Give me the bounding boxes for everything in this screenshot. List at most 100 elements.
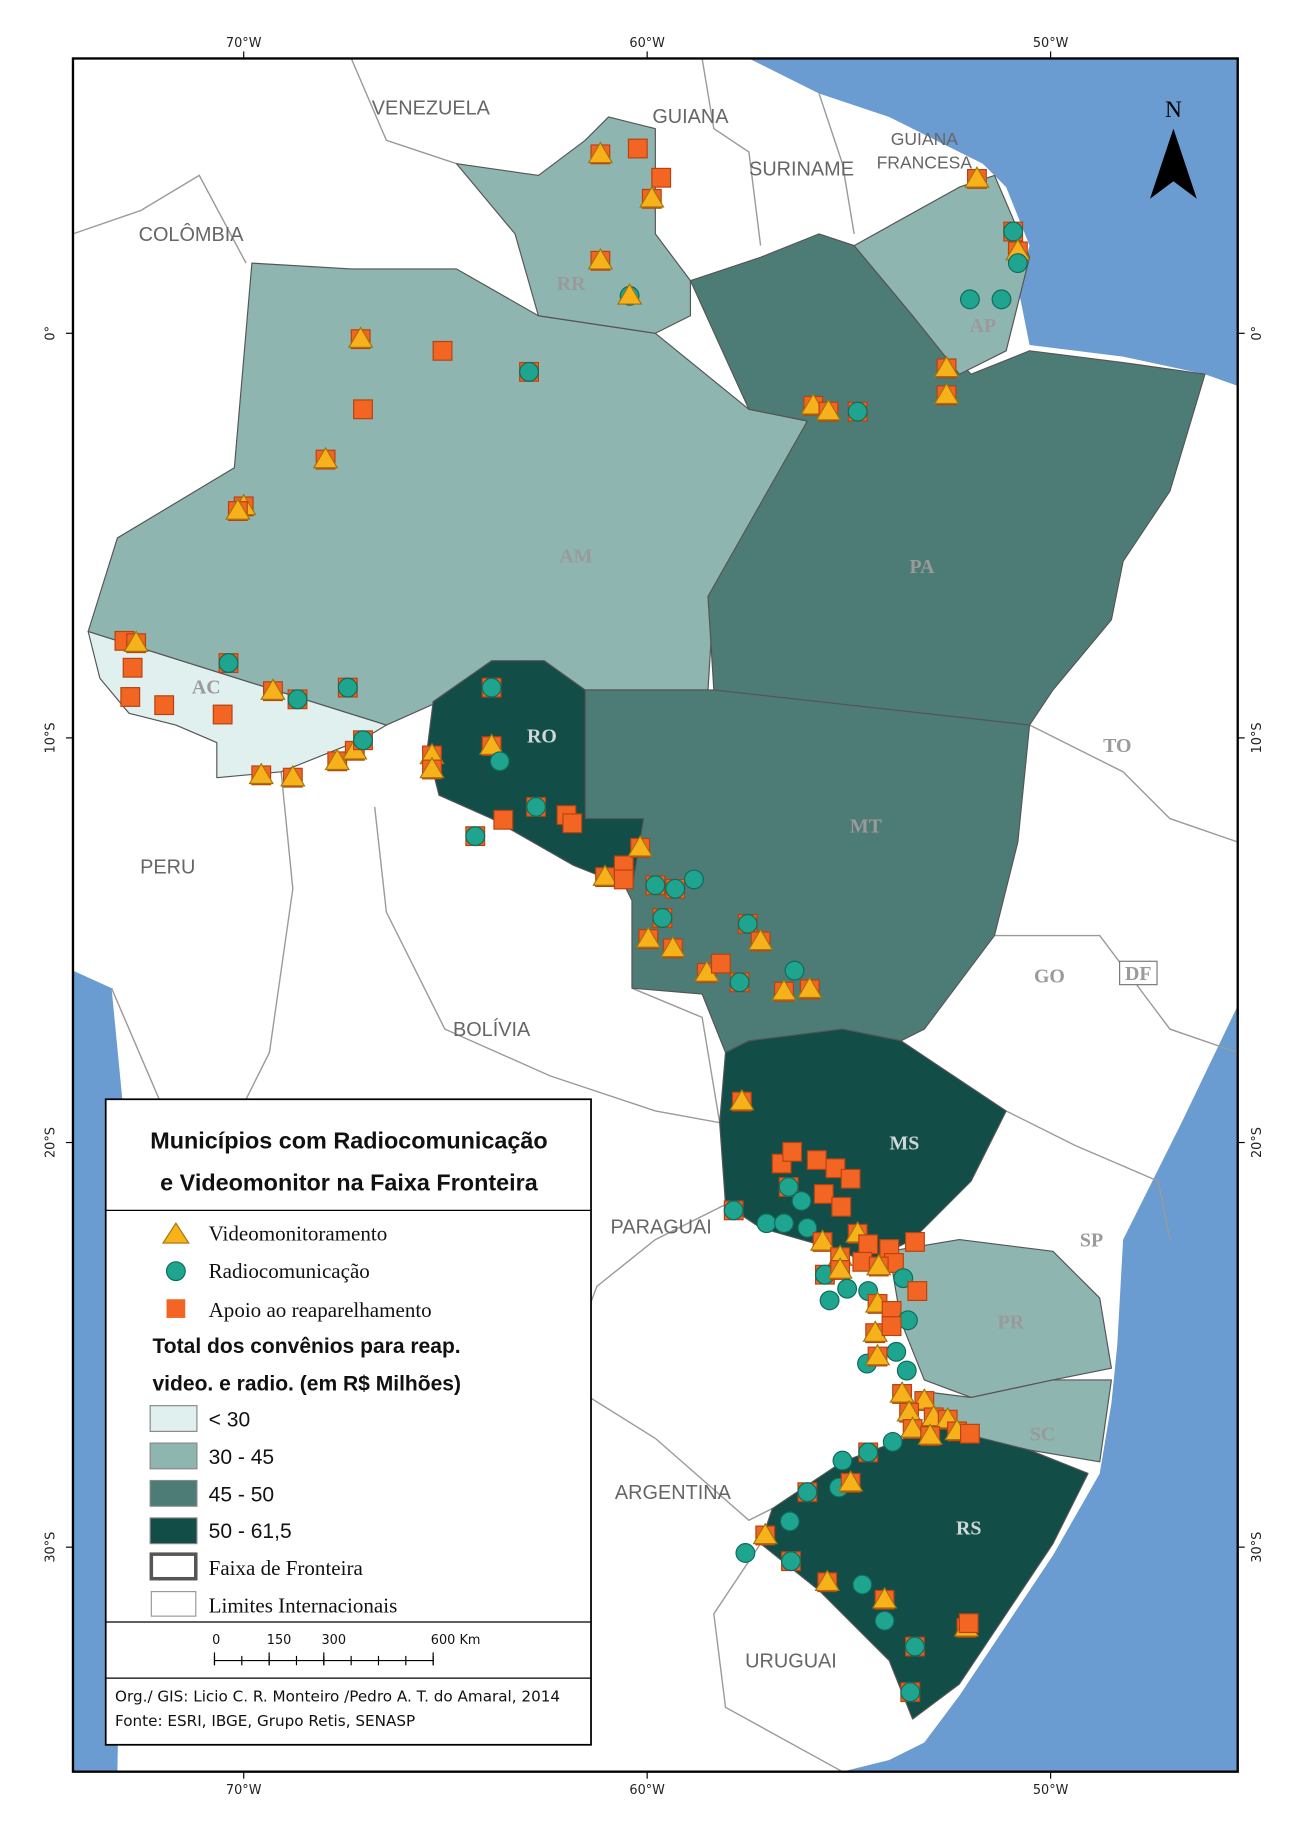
marker-triangle: [933, 355, 960, 378]
marker-circle: [218, 653, 239, 674]
legend-swatch: [149, 1442, 198, 1470]
marker-circle: [481, 677, 502, 698]
credit: Org./ GIS: Licio C. R. Monteiro /Pedro A…: [115, 1688, 560, 1706]
marker-square: [613, 869, 634, 890]
state-label: PR: [998, 1311, 1025, 1333]
state-label: MT: [850, 816, 882, 838]
marker-circle: [1003, 221, 1024, 242]
scale-bar-label: 150: [267, 1633, 292, 1648]
latitude-label: 0°: [43, 326, 58, 341]
credit: Fonte: ESRI, IBGE, Grupo Retis, SENASP: [115, 1712, 415, 1730]
latitude-label: 0°: [1250, 326, 1265, 341]
df-box: [1119, 960, 1158, 986]
marker-triangle: [587, 141, 614, 164]
marker-circle: [723, 1200, 744, 1221]
border: [1029, 724, 1238, 843]
marker-triangle: [587, 247, 614, 270]
marker-circle: [900, 1682, 921, 1703]
north-label: N: [1165, 97, 1182, 123]
marker-square: [154, 695, 175, 716]
marker-circle: [645, 875, 666, 896]
legend-class-label: 50 - 61,5: [209, 1520, 292, 1543]
country-label: FRANCESA: [877, 152, 973, 172]
frame-border: [71, 57, 1239, 1773]
legend-circle: [165, 1261, 186, 1282]
marker-circle: [1007, 253, 1028, 274]
marker-triangle: [964, 166, 990, 188]
marker-triangle: [864, 1343, 891, 1366]
marker-circle: [779, 1511, 800, 1532]
state-label: MS: [890, 1133, 920, 1155]
country-label: ARGENTINA: [615, 1482, 732, 1504]
latitude-label: 30°S: [1250, 1532, 1265, 1563]
markers: [114, 138, 1031, 1703]
marker-circle: [791, 1191, 812, 1211]
legend-line-swatch: [149, 1552, 198, 1581]
marker-triangle: [752, 1522, 778, 1545]
border: [373, 806, 721, 1124]
border: [701, 58, 762, 246]
marker-triangle: [660, 935, 686, 958]
north-arrow: N: [1150, 97, 1197, 199]
legend-value-title: video. e radio. (em R$ Milhões): [152, 1372, 461, 1395]
country-label: PERU: [140, 857, 195, 879]
marker-circle: [781, 1551, 801, 1572]
marker-triangle: [729, 1088, 755, 1111]
longitude-label: 50°W: [1033, 36, 1069, 51]
latitude-label: 20°S: [1250, 1127, 1265, 1158]
marker-circle: [837, 1278, 858, 1299]
scale-bar-label: 0: [212, 1633, 220, 1648]
region-ac: [87, 630, 387, 779]
country-label: GUIANA: [652, 106, 729, 128]
marker-triangle: [814, 1569, 840, 1592]
marker-circle: [729, 972, 750, 993]
marker-triangle: [347, 326, 374, 348]
legend-line-swatch: [150, 1591, 197, 1617]
marker-circle: [519, 361, 539, 382]
marker-circle: [874, 1610, 895, 1631]
country-label: PARAGUAI: [611, 1217, 712, 1239]
marker-triangle: [747, 928, 774, 951]
marker-square: [493, 809, 514, 830]
marker-circle: [784, 960, 805, 981]
legend-line-label: Limites Internacionais: [209, 1594, 398, 1618]
border: [1005, 1110, 1171, 1240]
country-label: BOLÍVIA: [453, 1018, 531, 1041]
regions: [87, 116, 1206, 1720]
state-label: RO: [527, 726, 557, 748]
marker-triangle: [312, 446, 339, 469]
country-label: VENEZUELA: [372, 98, 491, 120]
marker-triangle: [865, 1253, 892, 1276]
legend-square: [166, 1299, 186, 1318]
marker-triangle: [280, 764, 306, 787]
marker-triangle: [260, 678, 286, 700]
longitude-label: 70°W: [226, 36, 262, 51]
legend-title: Municípios com Radiocomunicação: [150, 1127, 547, 1153]
marker-circle: [489, 751, 510, 772]
legend-symbol-label: Videomonitoramento: [209, 1222, 388, 1246]
latitude-label: 20°S: [43, 1127, 58, 1158]
legend-swatch: [149, 1517, 198, 1545]
longitude-label: 50°W: [1033, 1783, 1069, 1798]
marker-square: [881, 1316, 902, 1337]
marker-circle: [832, 1450, 853, 1471]
marker-square: [782, 1141, 803, 1162]
marker-triangle: [815, 398, 842, 421]
scale-bar-label: 600 Km: [431, 1633, 481, 1648]
state-label: RS: [956, 1517, 981, 1539]
region-rr: [455, 116, 692, 334]
region-pr: [888, 1239, 1113, 1399]
country-label: SURINAME: [749, 158, 854, 180]
marker-triangle: [933, 382, 960, 405]
border: [713, 1543, 843, 1773]
marker-circle: [778, 1177, 799, 1197]
marker-square: [813, 1184, 834, 1204]
marker-square: [959, 1423, 980, 1444]
region-ap: [853, 174, 1031, 375]
longitude-label: 60°W: [629, 36, 665, 51]
marker-triangle: [225, 498, 251, 520]
map-frame: VENEZUELA GUIANA SURINAME GUIANA FRANCESA COL…: [71, 57, 1239, 1773]
legend-value-title: Total dos convênios para reap.: [152, 1335, 460, 1358]
marker-square: [651, 167, 672, 188]
state-label: RR: [557, 273, 586, 295]
